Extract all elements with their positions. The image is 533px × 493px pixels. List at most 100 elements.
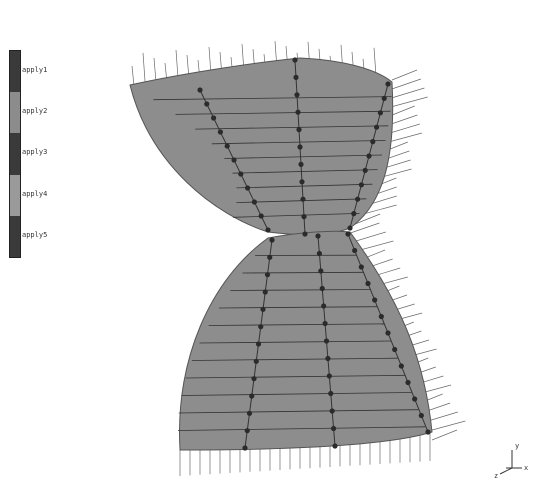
mesh-node: [231, 157, 237, 163]
mesh-node: [347, 225, 353, 231]
color-legend: [9, 50, 21, 258]
mesh-node: [251, 376, 257, 382]
mesh-node: [269, 237, 275, 243]
mesh-node: [385, 81, 391, 87]
mesh-line: [236, 183, 373, 189]
mesh-line: [218, 306, 378, 309]
mesh-node: [296, 127, 302, 133]
legend-swatch-apply3: [10, 133, 20, 175]
mesh-node: [294, 92, 300, 98]
legend-swatch-apply2: [10, 92, 20, 134]
mesh-node: [358, 182, 364, 188]
mesh-line: [185, 374, 405, 379]
load-arrow: [391, 78, 421, 90]
mesh-node: [238, 171, 244, 177]
triad-axis-y: y: [515, 442, 519, 450]
mesh-node: [377, 110, 383, 116]
load-arrow: [391, 87, 425, 99]
mesh-node: [258, 324, 264, 330]
mesh-line: [211, 140, 386, 145]
upper-deformed-surface[interactable]: [129, 57, 394, 236]
load-arrow: [350, 222, 380, 234]
mesh-node: [242, 445, 248, 451]
mesh-node: [217, 129, 223, 135]
mesh-node: [322, 320, 328, 327]
mesh-node: [246, 410, 253, 416]
mesh-node: [329, 408, 335, 414]
triad-axis-z: z: [494, 472, 498, 480]
load-arrow: [428, 420, 466, 432]
mesh-node: [365, 280, 371, 287]
load-arrow: [391, 69, 418, 81]
mesh-node: [264, 272, 271, 278]
mesh-line: [230, 289, 371, 291]
legend-swatch-apply1: [10, 51, 20, 93]
mesh-node: [265, 227, 271, 233]
mesh-node: [425, 429, 431, 435]
mesh-node: [358, 264, 364, 270]
mesh-node: [362, 167, 368, 173]
load-arrow: [355, 213, 381, 225]
mesh-line: [178, 426, 426, 431]
mesh-node: [299, 179, 305, 185]
mesh-node: [267, 254, 273, 260]
mesh-node: [319, 285, 325, 292]
mesh-node: [258, 213, 264, 219]
mesh-node: [328, 390, 334, 397]
mesh-node: [204, 101, 210, 107]
mesh-node: [297, 144, 303, 150]
load-arrow: [389, 105, 415, 117]
mesh-node: [412, 396, 418, 402]
mesh-line: [199, 340, 392, 344]
mesh-node: [301, 214, 307, 220]
mesh-node: [345, 231, 351, 237]
load-arrow: [388, 114, 418, 126]
mesh-node: [381, 95, 387, 101]
legend-label-apply3: apply3: [22, 148, 48, 157]
mesh-nodes: [197, 57, 431, 451]
mesh-node: [378, 313, 384, 320]
triad-axis-x: x: [524, 464, 528, 472]
mesh-node: [318, 268, 324, 274]
legend-swatch-apply4: [10, 174, 20, 216]
mesh-node: [405, 379, 411, 386]
mesh-node: [355, 196, 361, 202]
mesh-node: [251, 199, 257, 205]
mesh-node: [253, 358, 259, 364]
legend-label-apply4: apply4: [22, 189, 48, 198]
mesh-node: [300, 196, 306, 202]
mesh-line: [153, 96, 392, 101]
mesh-node: [245, 185, 251, 191]
load-arrow: [390, 96, 428, 108]
load-arrow: [431, 429, 458, 441]
mesh-node: [262, 289, 268, 295]
mesh-line: [232, 169, 378, 174]
mesh-node: [244, 428, 250, 434]
mesh-node: [398, 363, 404, 369]
mesh-node: [197, 87, 203, 93]
mesh-line: [191, 357, 398, 361]
mesh-node: [332, 443, 338, 449]
legend-label-apply1: apply1: [22, 66, 48, 74]
mesh-node: [211, 115, 217, 121]
load-arrow: [352, 231, 386, 243]
mesh-node: [372, 297, 378, 303]
mesh-node: [325, 355, 331, 362]
mesh-node: [260, 306, 266, 312]
mesh-node: [352, 247, 358, 254]
legend-swatch-apply5: [10, 215, 20, 257]
lower-deformed-surface[interactable]: [179, 230, 433, 451]
mesh-node: [255, 341, 262, 347]
mesh-node: [295, 109, 301, 115]
legend-label-apply2: apply2: [22, 107, 48, 116]
mesh-line: [195, 125, 389, 130]
mesh-node: [298, 161, 304, 167]
mesh-node: [224, 143, 230, 149]
mesh-node: [323, 338, 330, 344]
mesh-node: [321, 303, 327, 309]
mesh-node: [326, 373, 332, 379]
mesh-node: [370, 139, 376, 145]
mesh-node: [293, 74, 299, 80]
coordinate-triad: x y z: [494, 442, 528, 480]
